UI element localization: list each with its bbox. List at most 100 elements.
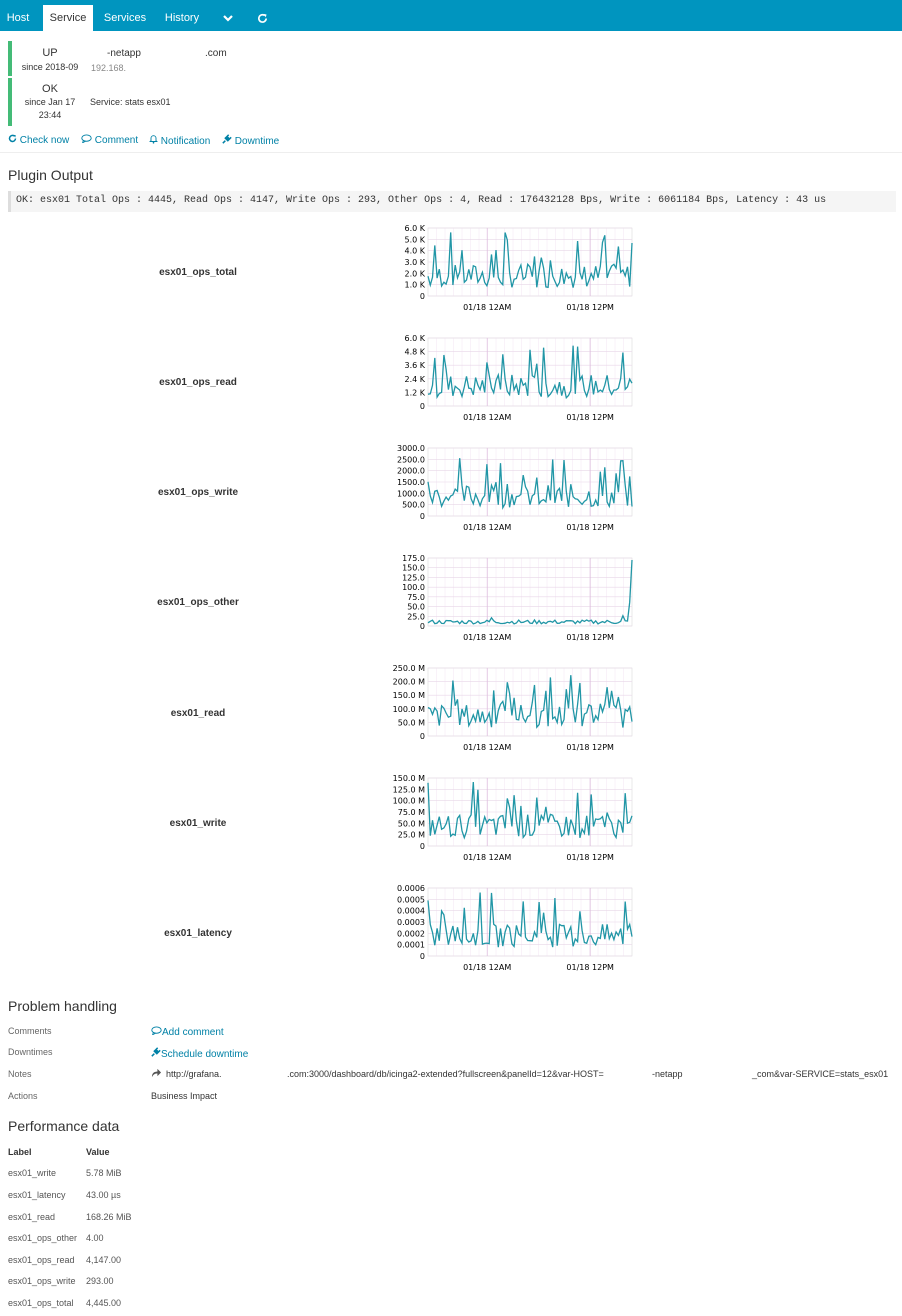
y-tick-label: 6.0 K [404,334,425,343]
table-row: esx01_latency 43.00 µs [8,1184,132,1206]
tab-service[interactable]: Service [43,5,93,31]
y-tick-label: 0 [420,512,425,521]
graph-ops-total: 6.0 K 5.0 K 4.0 K 3.0 K 2.0 K 1.0 K 0 01/18 12A… [404,224,633,312]
series-line [427,892,633,948]
service-state: OK [42,83,58,95]
graph-label-ops-write: esx01_ops_write [157,487,239,498]
perf-value: 4,445.00 [86,1297,122,1308]
add-comment-label: Add comment [162,1027,224,1038]
y-tick-label: 2500.0 [397,455,425,464]
perf-value: 4.00 [86,1233,104,1244]
refresh-icon [8,134,17,143]
x-tick-label: 01/18 12AM [463,413,511,422]
graph-ops-read: 6.0 K 4.8 K 3.6 K 2.4 K 1.2 K 0 01/18 12AM 01/1… [404,334,633,422]
notes-url-part1[interactable]: http://grafana. [166,1069,222,1079]
graph-label-write: esx01_write [169,818,227,829]
table-row: esx01_write 5.78 MiB [8,1163,132,1185]
y-tick-label: 250.0 M [393,664,425,673]
check-now-label: Check now [19,135,70,146]
add-comment-link[interactable]: Add comment [151,1026,224,1038]
y-tick-label: 0 [420,952,425,961]
notes-url-part2[interactable]: .com:3000/dashboard/db/icinga2-extended?… [287,1069,604,1079]
y-tick-label: 1.2 K [404,388,425,397]
check-now-link[interactable]: Check now [8,134,69,146]
plug-icon [222,134,232,144]
comment-link[interactable]: Comment [81,134,138,146]
performance-data-heading: Performance data [8,1118,120,1134]
business-impact-link[interactable]: Business Impact [151,1091,218,1101]
y-tick-label: 3000.0 [397,444,425,453]
x-tick-label: 01/18 12AM [463,303,511,312]
host-address: 192.168. [91,63,127,73]
table-row: esx01_ops_read 4,147.00 [8,1249,132,1271]
perf-label: esx01_ops_read [8,1254,75,1265]
x-tick-label: 01/18 12PM [566,633,614,642]
series-line [427,675,633,729]
notification-label: Notification [160,136,211,147]
host-state-bar [8,41,12,76]
schedule-downtime-link[interactable]: Schedule downtime [151,1047,248,1060]
y-tick-label: 50.0 M [398,718,425,727]
y-tick-label: 0.0006 [397,884,425,893]
service-state-bar [8,78,12,126]
perf-label: esx01_read [8,1211,56,1222]
y-tick-label: 0.0002 [397,929,425,938]
y-tick-label: 0.0004 [397,907,425,916]
downtime-link[interactable]: Downtime [222,134,279,147]
y-tick-label: 0 [420,622,425,631]
tab-history[interactable]: History [164,12,200,24]
perf-value: 5.78 MiB [86,1168,122,1179]
y-tick-label: 150.0 [402,564,425,573]
label-column-header: Label [8,1146,32,1157]
perf-label: esx01_write [8,1168,57,1179]
host-since: since 2018-09 [21,62,79,72]
graph-read: 250.0 M 200.0 M 150.0 M 100.0 M 50.0 M 0 01/18… [393,664,633,752]
y-tick-label: 50.0 [407,603,425,612]
y-tick-label: 5.0 K [404,235,425,244]
comments-label: Comments [8,1026,52,1036]
y-tick-label: 150.0 M [393,774,425,783]
graph-label-latency: esx01_latency [164,928,232,939]
table-row: esx01_ops_write 293.00 [8,1271,132,1293]
table-row: esx01_read 168.26 MiB [8,1206,132,1228]
y-tick-label: 100.0 M [393,797,425,806]
refresh-icon[interactable] [250,5,274,31]
y-tick-label: 3.6 K [404,361,425,370]
series-line [427,559,633,625]
y-tick-label: 200.0 M [393,678,425,687]
y-tick-label: 25.0 [407,612,425,621]
service-since-time: 23:44 [38,110,62,120]
x-tick-label: 01/18 12PM [566,743,614,752]
y-tick-label: 4.8 K [404,348,425,357]
perf-value: 43.00 µs [86,1189,121,1200]
x-tick-label: 01/18 12AM [463,853,511,862]
y-tick-label: 0.0003 [397,918,425,927]
table-row: esx01_ops_total 4,445.00 [8,1292,132,1314]
tab-bar: Host Service Services History [0,0,902,31]
host-name-suffix: .com [205,48,227,59]
perf-label: esx01_latency [8,1189,66,1200]
y-tick-label: 75.0 [407,593,425,602]
x-tick-label: 01/18 12PM [566,523,614,532]
x-tick-label: 01/18 12AM [463,523,511,532]
x-tick-label: 01/18 12AM [463,963,511,972]
tab-host[interactable]: Host [6,12,30,24]
y-tick-label: 2.4 K [404,375,425,384]
y-tick-label: 0.0005 [397,895,425,904]
perf-label: esx01_ops_write [8,1276,76,1287]
notes-url-part4[interactable]: _com&var-SERVICE=stats_esx01 [752,1069,889,1079]
x-tick-label: 01/18 12AM [463,633,511,642]
y-tick-label: 150.0 M [393,691,425,700]
y-tick-label: 50.0 M [398,819,425,828]
y-tick-label: 75.0 M [398,808,425,817]
y-tick-label: 0 [420,842,425,851]
graph-latency: 0.0006 0.0005 0.0004 0.0003 0.0002 0.0001 0 01/… [397,884,633,972]
table-row: esx01_ops_other 4.00 [8,1227,132,1249]
series-line [427,232,633,289]
notes-url-part3[interactable]: -netapp [652,1069,683,1079]
notification-link[interactable]: Notification [149,134,210,147]
tab-services[interactable]: Services [103,12,147,24]
chevron-down-icon[interactable] [214,5,242,31]
plugin-output-box: OK: esx01 Total Ops : 4445, Read Ops : 4… [8,191,896,212]
